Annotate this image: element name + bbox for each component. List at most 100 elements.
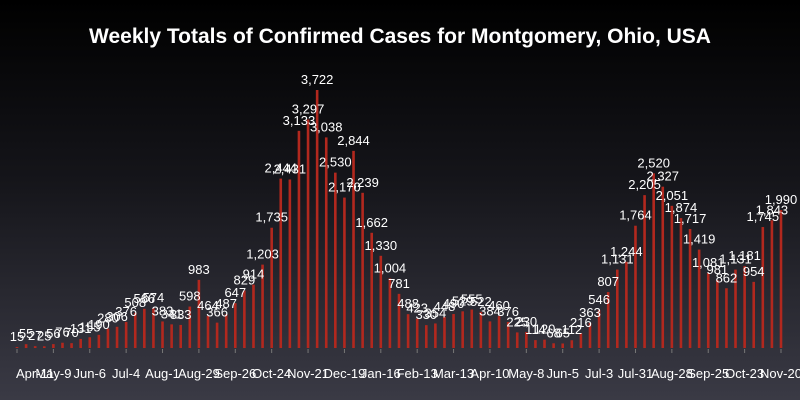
data-label-59: 68 bbox=[546, 325, 560, 340]
data-label-28: 1,735 bbox=[255, 210, 288, 225]
data-label-82: 1,745 bbox=[747, 209, 780, 224]
bars bbox=[15, 90, 783, 349]
bar-5 bbox=[61, 342, 64, 348]
data-label-45: 330 bbox=[415, 307, 437, 322]
bar-84 bbox=[779, 210, 783, 348]
bar-68 bbox=[634, 225, 637, 348]
tick-label-3: Jul-4 bbox=[112, 366, 140, 381]
data-label-69: 2,205 bbox=[628, 177, 661, 192]
bar-25 bbox=[243, 290, 246, 348]
data-label-47: 448 bbox=[434, 299, 456, 314]
bar-46 bbox=[434, 323, 437, 348]
data-label-34: 3,038 bbox=[310, 119, 343, 134]
bar-74 bbox=[688, 228, 692, 348]
bar-8 bbox=[88, 337, 92, 348]
data-label-54: 376 bbox=[497, 304, 519, 319]
bar-15 bbox=[152, 308, 155, 348]
bar-80 bbox=[743, 266, 746, 348]
bar-10 bbox=[106, 328, 110, 348]
bar-17 bbox=[170, 324, 173, 348]
bar-50 bbox=[470, 309, 474, 348]
tick-label-8: Nov-21 bbox=[287, 366, 329, 381]
bar-12 bbox=[124, 321, 128, 348]
data-label-25: 829 bbox=[234, 273, 256, 288]
bar-51 bbox=[479, 311, 483, 348]
data-label-36: 2,170 bbox=[328, 180, 361, 195]
data-label-40: 1,330 bbox=[365, 238, 398, 253]
data-label-65: 807 bbox=[597, 274, 619, 289]
tick-label-10: Jan-16 bbox=[361, 366, 401, 381]
data-label-75: 1,419 bbox=[683, 232, 716, 247]
data-label-22: 366 bbox=[206, 305, 228, 320]
bar-52 bbox=[488, 321, 492, 348]
bar-11 bbox=[115, 326, 119, 348]
data-label-8: 155 bbox=[79, 319, 101, 334]
bar-35 bbox=[334, 172, 337, 348]
bar-16 bbox=[161, 321, 164, 348]
data-label-78: 862 bbox=[716, 270, 738, 285]
data-label-83: 1,843 bbox=[756, 202, 789, 217]
bar-39 bbox=[370, 232, 374, 348]
bar-73 bbox=[679, 218, 683, 348]
bar-28 bbox=[270, 227, 273, 348]
tick-label-0: Apr-11 bbox=[16, 366, 54, 381]
data-label-72: 2,051 bbox=[656, 188, 689, 203]
tick-label-16: Jul-3 bbox=[585, 366, 613, 381]
data-label-10: 280 bbox=[97, 311, 119, 326]
bar-65 bbox=[606, 292, 610, 348]
bar-83 bbox=[770, 220, 774, 348]
data-label-33: 3,722 bbox=[301, 72, 334, 87]
bar-20 bbox=[197, 279, 201, 348]
data-label-27: 1,203 bbox=[246, 247, 279, 262]
data-label-14: 566 bbox=[133, 291, 155, 306]
bar-64 bbox=[597, 310, 601, 348]
data-label-30: 2,431 bbox=[274, 161, 307, 176]
bar-58 bbox=[543, 339, 546, 348]
bar-49 bbox=[461, 311, 464, 348]
data-label-46: 354 bbox=[425, 305, 447, 320]
data-label-1: 55 bbox=[19, 326, 33, 341]
bar-4 bbox=[52, 344, 55, 348]
tick-label-21: Nov-20 bbox=[760, 366, 800, 381]
data-label-81: 954 bbox=[743, 264, 765, 279]
data-label-48: 490 bbox=[443, 296, 465, 311]
data-label-38: 2,239 bbox=[346, 175, 379, 190]
bar-31 bbox=[297, 130, 301, 348]
tick-label-2: Jun-6 bbox=[73, 366, 106, 381]
tick-label-20: Oct-23 bbox=[725, 366, 764, 381]
data-label-16: 383 bbox=[152, 303, 174, 318]
bar-78 bbox=[725, 288, 728, 348]
bar-30 bbox=[288, 179, 292, 348]
data-label-53: 460 bbox=[488, 298, 510, 313]
data-label-41: 1,004 bbox=[374, 260, 407, 275]
data-label-61: 112 bbox=[561, 322, 582, 337]
data-label-7: 131 bbox=[70, 321, 92, 336]
bar-72 bbox=[670, 205, 674, 348]
data-label-44: 423 bbox=[406, 301, 428, 316]
bar-60 bbox=[561, 343, 565, 348]
tick-label-7: Oct-24 bbox=[252, 366, 291, 381]
data-label-43: 488 bbox=[397, 296, 419, 311]
data-label-52: 384 bbox=[479, 303, 501, 318]
data-labels: 1555272556767013115519028030637650856657… bbox=[10, 72, 798, 344]
bar-41 bbox=[388, 278, 392, 348]
bar-7 bbox=[79, 338, 82, 348]
data-label-57: 114 bbox=[525, 322, 546, 337]
bar-45 bbox=[424, 325, 428, 348]
data-label-23: 487 bbox=[215, 296, 237, 311]
bar-24 bbox=[233, 303, 237, 348]
bar-57 bbox=[534, 340, 537, 348]
bar-48 bbox=[452, 314, 455, 348]
bar-18 bbox=[179, 324, 183, 348]
tick-label-19: Sep-25 bbox=[687, 366, 729, 381]
tick-label-12: Mar-13 bbox=[433, 366, 474, 381]
bar-77 bbox=[716, 280, 719, 348]
bar-3 bbox=[42, 346, 46, 348]
data-label-77: 981 bbox=[706, 262, 728, 277]
bar-81 bbox=[752, 281, 756, 348]
chart-title: Weekly Totals of Confirmed Cases for Mon… bbox=[89, 25, 711, 48]
tick-label-18: Aug-28 bbox=[651, 366, 693, 381]
bar-53 bbox=[497, 316, 501, 348]
bar-1 bbox=[24, 344, 28, 348]
bar-6 bbox=[70, 343, 73, 348]
